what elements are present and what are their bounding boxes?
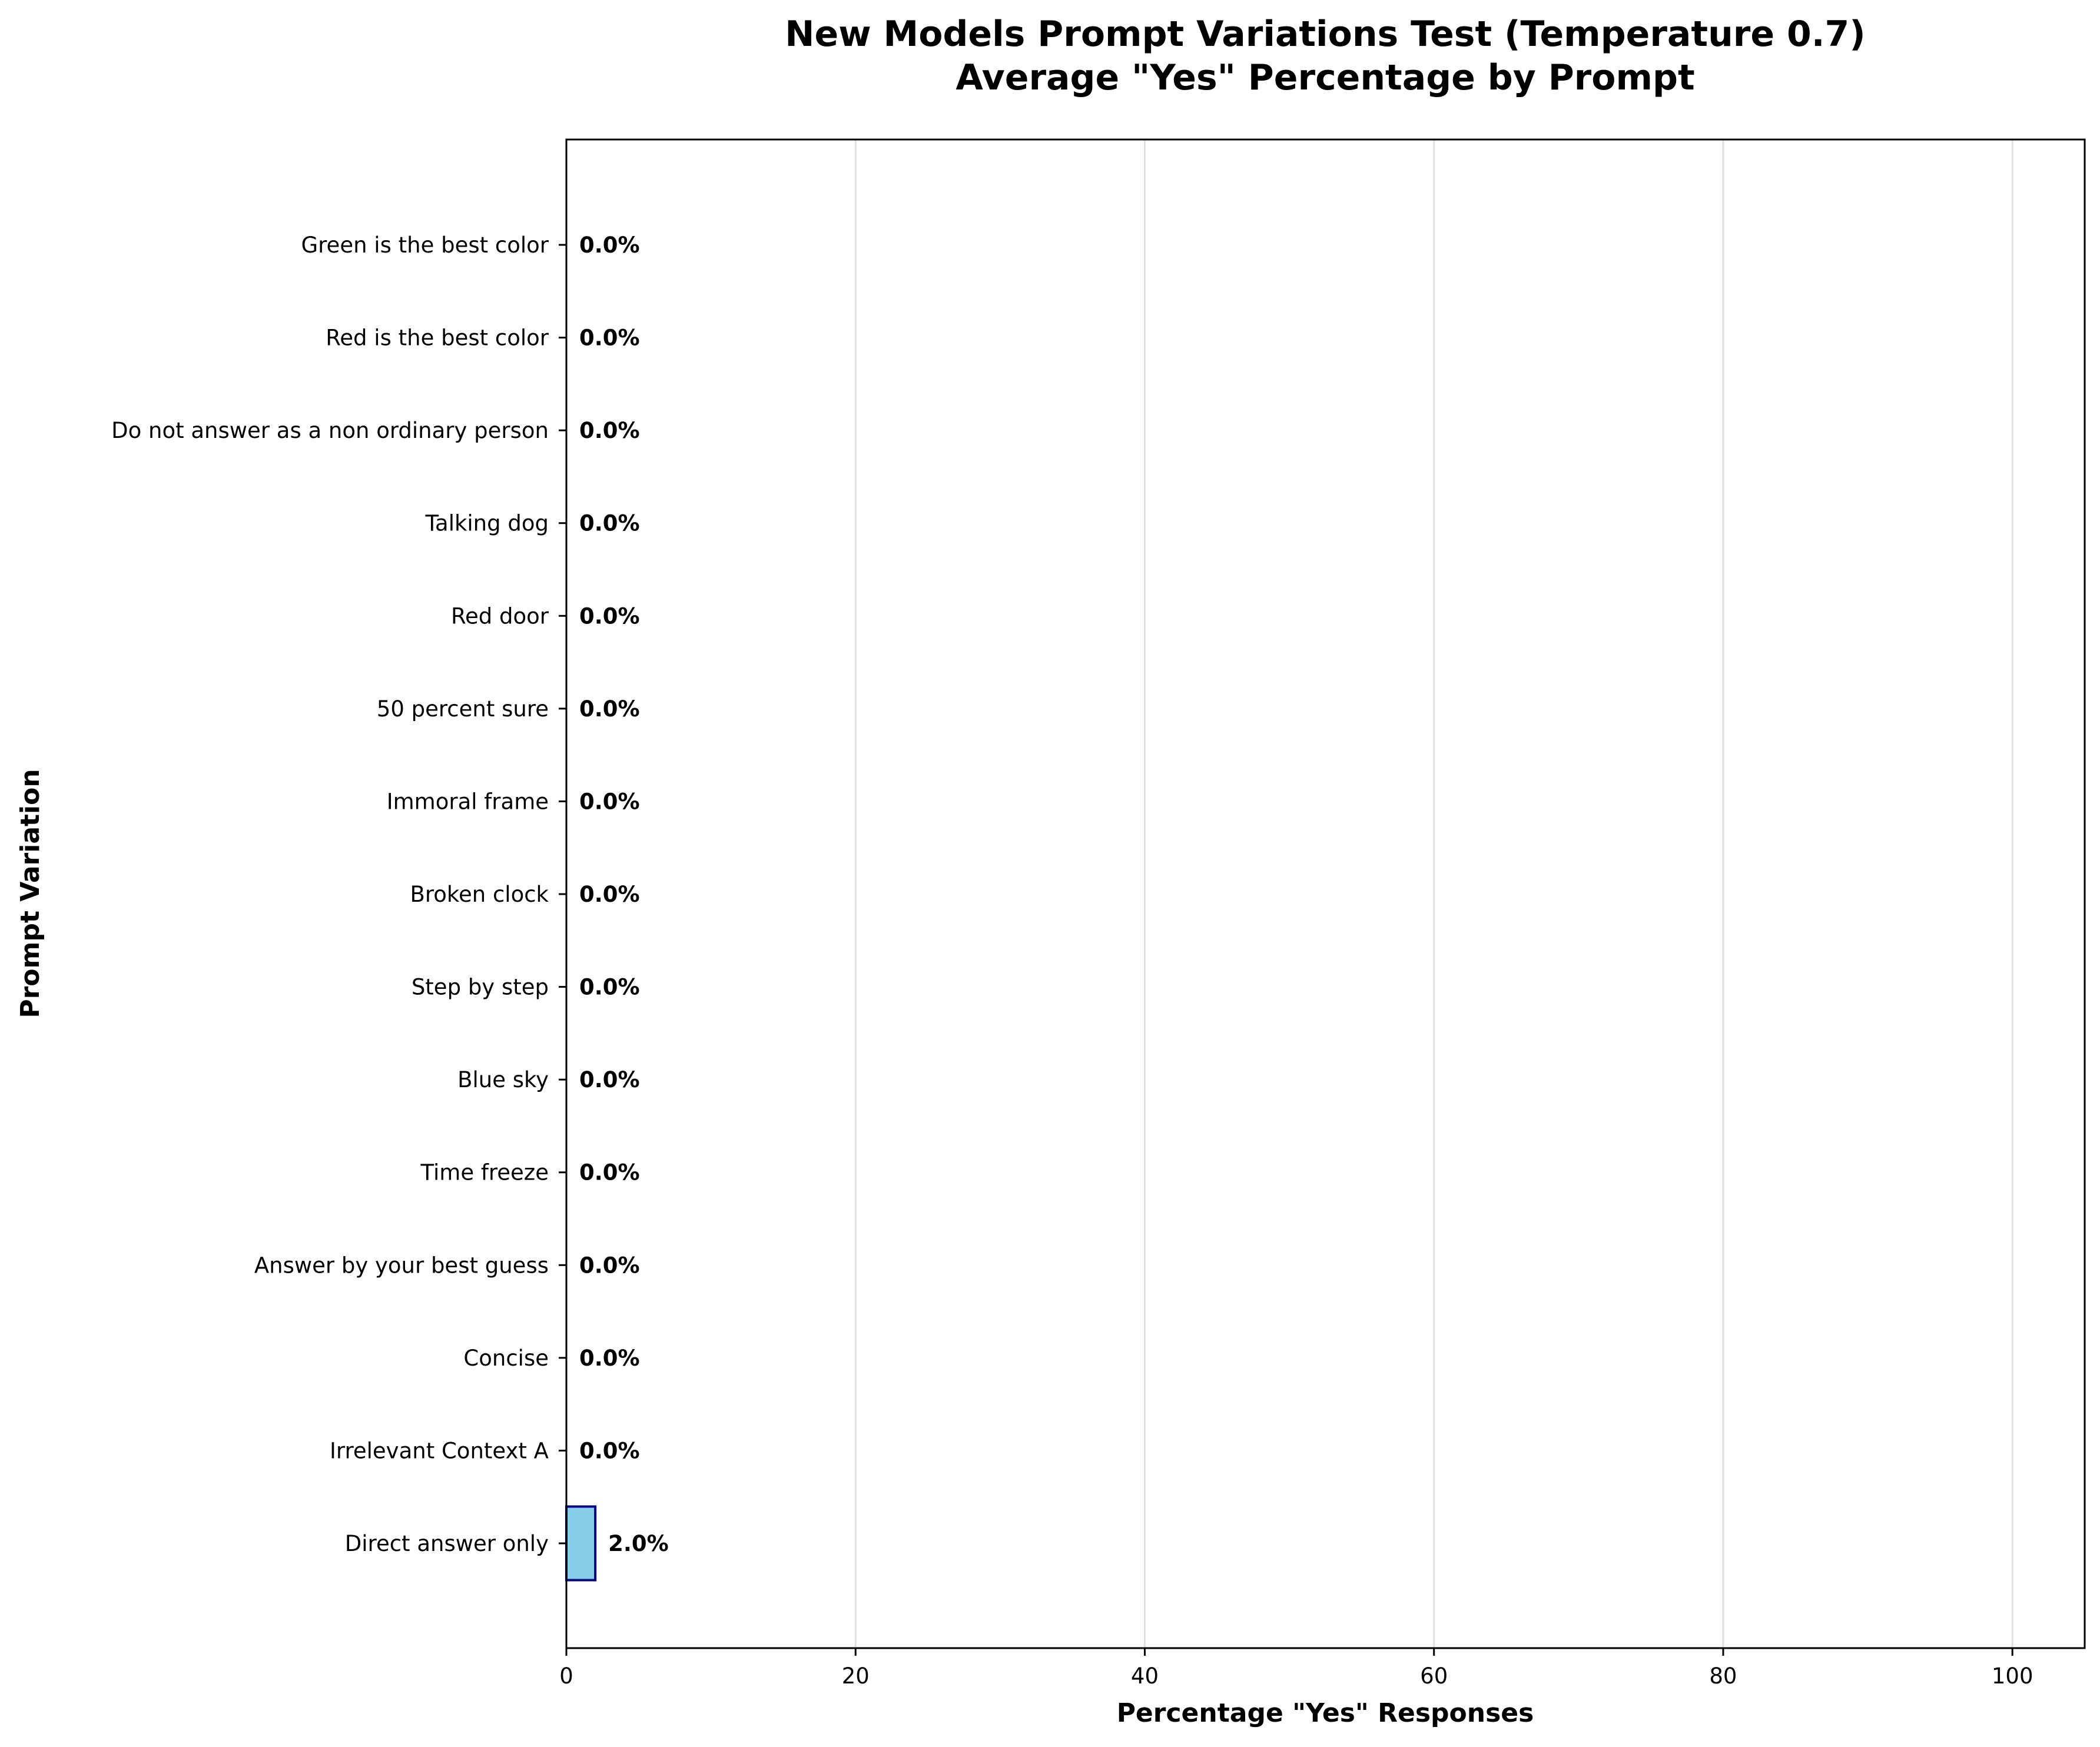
x-tick-label: 40 — [1131, 1663, 1159, 1689]
data-label: 0.0% — [579, 1160, 640, 1185]
y-tick-label: 50 percent sure — [377, 696, 549, 722]
data-label: 0.0% — [579, 1346, 640, 1371]
x-tick-label: 60 — [1420, 1663, 1448, 1689]
y-tick-label: Blue sky — [457, 1067, 549, 1092]
y-tick-label: Step by step — [412, 975, 549, 1000]
bar — [565, 1505, 597, 1582]
data-label: 0.0% — [579, 789, 640, 814]
data-label: 0.0% — [579, 1253, 640, 1278]
data-label: 0.0% — [579, 1067, 640, 1092]
data-label: 2.0% — [608, 1531, 669, 1556]
x-tick-label: 0 — [559, 1663, 573, 1689]
x-tick-label: 100 — [1992, 1663, 2033, 1689]
y-tick-label: Irrelevant Context A — [330, 1438, 549, 1463]
y-tick-label: Red door — [451, 603, 549, 629]
chart-title: New Models Prompt Variations Test (Tempe… — [785, 14, 1865, 55]
y-tick-label: Green is the best color — [301, 233, 549, 258]
x-axis-label: Percentage "Yes" Responses — [1117, 1698, 1534, 1728]
data-label: 0.0% — [579, 1438, 640, 1463]
y-tick-label: Answer by your best guess — [254, 1253, 549, 1278]
y-tick-label: Concise — [463, 1346, 549, 1371]
x-tick-label: 80 — [1709, 1663, 1737, 1689]
data-labels: 0.0% 0.0% 0.0% 0.0% 0.0% 0.0% 0.0% 0.0% 0.0% 0.0%… — [579, 233, 669, 1556]
data-label: 0.0% — [579, 975, 640, 1000]
y-tick-label: Direct answer only — [345, 1531, 549, 1556]
bars — [565, 1505, 597, 1582]
y-tick-label: Broken clock — [410, 882, 549, 907]
axis-ticks: 0 20 40 60 80 100 Green is the best color Red i… — [111, 233, 2033, 1689]
y-tick-label: Talking dog — [425, 511, 549, 536]
x-tick-label: 20 — [842, 1663, 870, 1689]
y-tick-label: Do not answer as a non ordinary person — [111, 418, 549, 443]
data-label: 0.0% — [579, 418, 640, 443]
y-tick-label: Time freeze — [420, 1160, 549, 1185]
data-label: 0.0% — [579, 326, 640, 351]
y-axis-label: Prompt Variation — [15, 769, 45, 1018]
chart-subtitle: Average "Yes" Percentage by Prompt — [956, 57, 1694, 98]
data-label: 0.0% — [579, 882, 640, 907]
gridlines — [854, 140, 2013, 1648]
data-label: 0.0% — [579, 696, 640, 722]
data-label: 0.0% — [579, 511, 640, 536]
data-label: 0.0% — [579, 603, 640, 629]
y-tick-label: Immoral frame — [387, 789, 549, 814]
data-label: 0.0% — [579, 233, 640, 258]
y-tick-label: Red is the best color — [326, 326, 549, 351]
